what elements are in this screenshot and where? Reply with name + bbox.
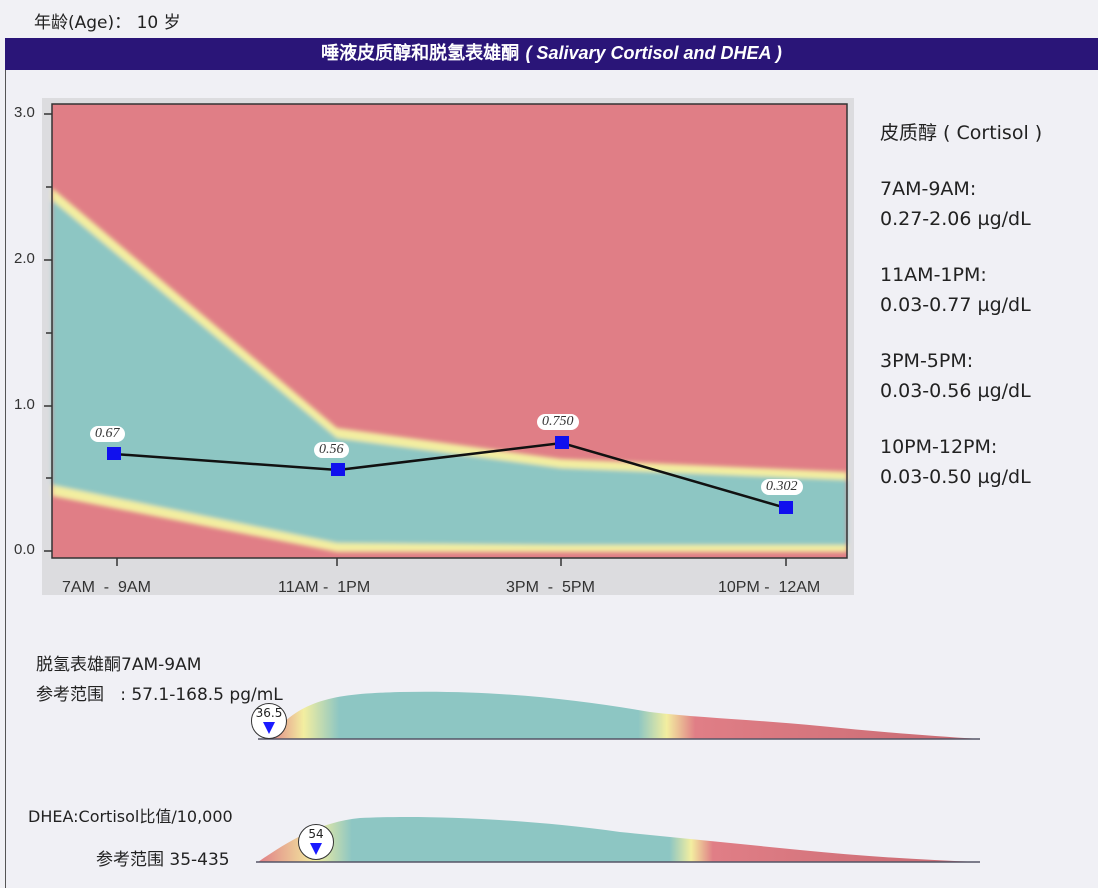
y-tick-label: 1.0	[14, 396, 35, 413]
banner-title-en: ( Salivary Cortisol and DHEA )	[525, 43, 782, 63]
age-label: 年龄(Age)：	[34, 13, 132, 33]
ratio-title: DHEA:Cortisol比值/10,000	[28, 807, 233, 826]
age-value: 10 岁	[136, 13, 181, 33]
x-tick-label: 3PM - 5PM	[506, 579, 595, 596]
y-tick-label: 2.0	[14, 250, 35, 267]
dhea-title: 脱氢表雄酮7AM-9AM	[36, 655, 202, 675]
data-label: 0.67	[90, 426, 125, 442]
banner-title-cn: 唾液皮质醇和脱氢表雄酮	[321, 43, 520, 64]
legend-range-item: 3PM-5PM: 0.03-0.56 µg/dL	[880, 346, 1042, 406]
report-banner: 唾液皮质醇和脱氢表雄酮 ( Salivary Cortisol and DHEA…	[5, 38, 1098, 70]
legend-period: 10PM-12PM:	[880, 436, 998, 458]
y-tick-label: 0.0	[14, 541, 35, 558]
age-line: 年龄(Age)： 10 岁	[34, 8, 181, 33]
legend-period: 3PM-5PM:	[880, 350, 974, 372]
dhea-value: 36.5	[255, 706, 283, 720]
legend-title: 皮质醇 ( Cortisol )	[880, 122, 1043, 144]
x-tick-label: 10PM - 12AM	[718, 579, 821, 596]
data-point	[555, 436, 569, 449]
dhea-reference-range: 参考范围 : 57.1-168.5 pg/mL	[36, 685, 283, 705]
legend-range: 0.03-0.50 µg/dL	[880, 466, 1031, 488]
legend-range-item: 10PM-12PM: 0.03-0.50 µg/dL	[880, 432, 1042, 492]
legend-period: 7AM-9AM:	[880, 178, 977, 200]
reference-band	[52, 200, 847, 545]
data-point	[779, 501, 793, 514]
x-tick-label: 11AM - 1PM	[278, 579, 371, 596]
cortisol-reference-legend: 皮质醇 ( Cortisol ) 7AM-9AM: 0.27-2.06 µg/d…	[880, 118, 1042, 518]
legend-range: 0.27-2.06 µg/dL	[880, 208, 1031, 230]
legend-range: 0.03-0.56 µg/dL	[880, 380, 1031, 402]
legend-period: 11AM-1PM:	[880, 264, 987, 286]
ratio-value: 54	[308, 827, 324, 841]
ratio-reference-range: 参考范围 35-435	[96, 850, 230, 870]
data-label: 0.750	[537, 414, 579, 430]
triangle-down-icon	[310, 843, 322, 855]
cortisol-line	[113, 441, 787, 510]
data-label: 0.302	[761, 479, 803, 495]
legend-range-item: 11AM-1PM: 0.03-0.77 µg/dL	[880, 260, 1042, 320]
legend-range: 0.03-0.77 µg/dL	[880, 294, 1031, 316]
legend-range-item: 7AM-9AM: 0.27-2.06 µg/dL	[880, 174, 1042, 234]
x-tick-label: 7AM - 9AM	[62, 579, 151, 596]
data-point	[107, 447, 121, 460]
data-point	[331, 463, 345, 476]
y-tick-label: 3.0	[14, 104, 35, 121]
dhea-distribution	[268, 691, 980, 739]
data-label: 0.56	[314, 442, 349, 458]
dhea-value-marker: 36.5	[251, 703, 287, 739]
ratio-distribution	[258, 816, 980, 862]
triangle-down-icon	[263, 722, 275, 734]
ratio-value-marker: 54	[298, 824, 334, 860]
